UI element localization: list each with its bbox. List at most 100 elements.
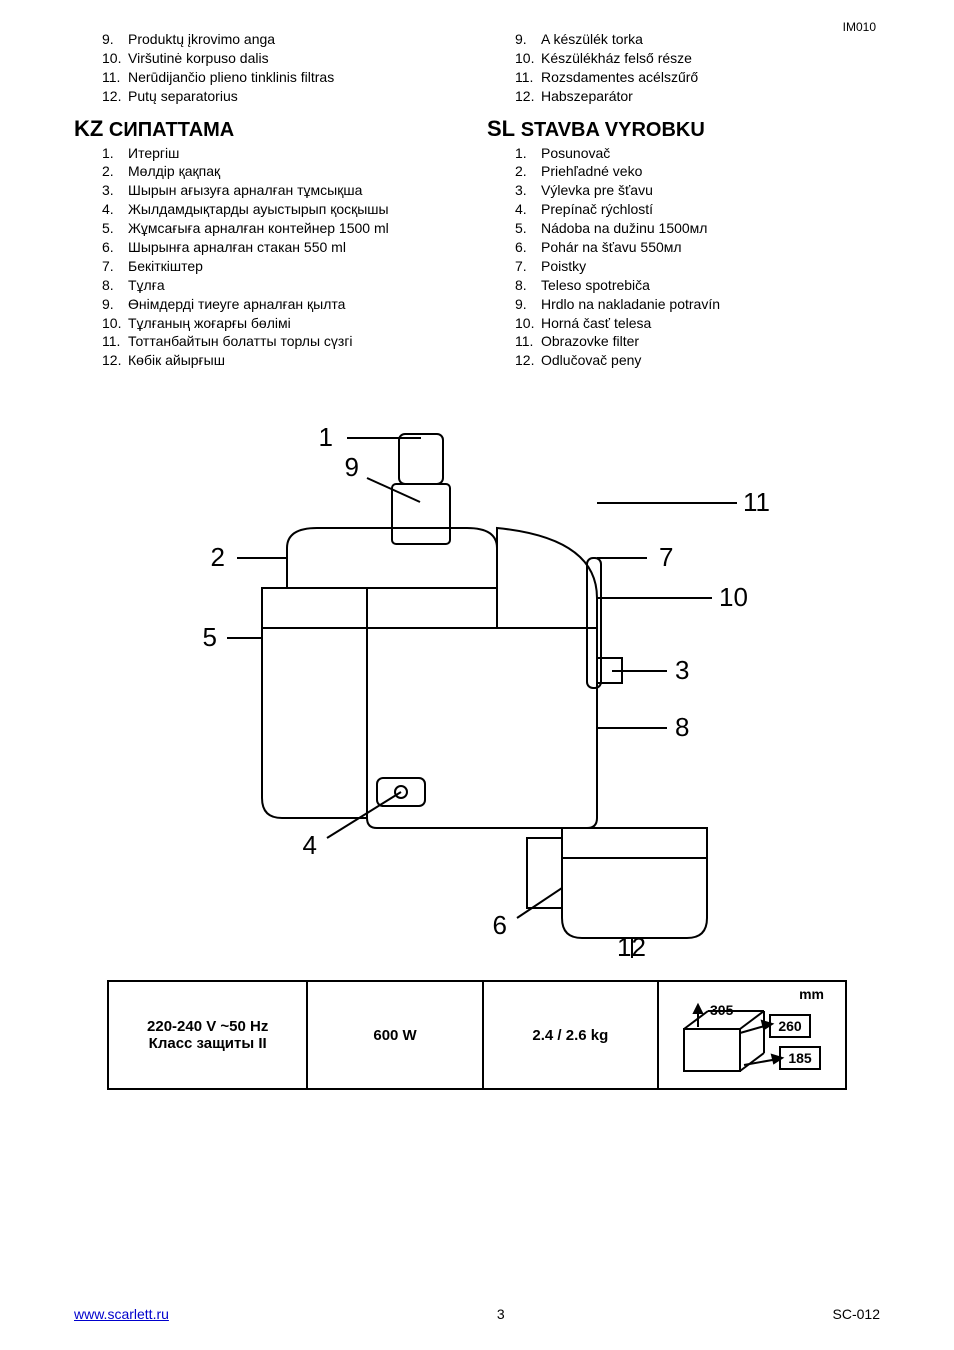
list-item: 3.Výlevka pre šťavu [515, 181, 880, 200]
item-num: 11. [515, 68, 541, 87]
two-column-layout: 9.Produktų įkrovimo anga 10.Viršutinė ko… [74, 30, 880, 370]
item-text: Produktų įkrovimo anga [128, 30, 275, 49]
right-cont-list: 9.A készülék torka 10.Készülékház felső … [487, 30, 880, 106]
item-text: Мөлдір қақпақ [128, 162, 220, 181]
list-item: 7.Бекіткіштер [102, 257, 467, 276]
kz-list: 1.Итергіш 2.Мөлдір қақпақ 3.Шырын ағызуғ… [74, 144, 467, 371]
item-text: Posunovač [541, 144, 610, 163]
item-text: Hrdlo na nakladanie potravín [541, 295, 720, 314]
item-num: 7. [102, 257, 128, 276]
callout-2: 2 [211, 542, 225, 572]
item-num: 5. [102, 219, 128, 238]
list-item: 10.Тұлғаның жоғарғы бөлімі [102, 314, 467, 333]
item-text: Rozsdamentes acélszűrő [541, 68, 698, 87]
list-item: 11.Nerūdijančio plieno tinklinis filtras [102, 68, 467, 87]
list-item: 4.Prepínač rýchlostí [515, 200, 880, 219]
list-item: 11.Тоттанбайтын болатты торлы сүзгі [102, 332, 467, 351]
spec-power: 600 W [307, 981, 482, 1089]
list-item: 5.Nádoba na dužinu 1500мл [515, 219, 880, 238]
item-num: 8. [515, 276, 541, 295]
callout-3: 3 [675, 655, 689, 685]
item-text: Жұмсағыға арналған контейнер 1500 ml [128, 219, 389, 238]
list-item: 12.Habszeparátor [515, 87, 880, 106]
list-item: 10.Horná časť telesa [515, 314, 880, 333]
item-text: Habszeparátor [541, 87, 633, 106]
spec-table: 220-240 V ~50 HzКласс защиты II 600 W 2.… [107, 980, 847, 1090]
sl-list: 1.Posunovač 2.Priehľadné veko 3.Výlevka … [487, 144, 880, 371]
callout-8: 8 [675, 712, 689, 742]
list-item: 6.Pohár na šťavu 550мл [515, 238, 880, 257]
section-title: STAVBA VYROBKU [521, 119, 705, 141]
item-num: 5. [515, 219, 541, 238]
item-num: 6. [515, 238, 541, 257]
dimensions-svg: mm 305 [664, 985, 840, 1081]
item-num: 1. [102, 144, 128, 163]
item-num: 12. [102, 87, 128, 106]
spec-weight: 2.4 / 2.6 kg [483, 981, 658, 1089]
callout-10: 10 [719, 582, 748, 612]
item-text: Nádoba na dužinu 1500мл [541, 219, 707, 238]
item-num: 3. [102, 181, 128, 200]
item-num: 11. [515, 332, 541, 351]
item-num: 10. [515, 314, 541, 333]
callout-5: 5 [203, 622, 217, 652]
page-footer: www.scarlett.ru 3 SC-012 [74, 1306, 880, 1322]
item-text: Obrazovke filter [541, 332, 639, 351]
item-text: Poistky [541, 257, 586, 276]
sl-heading: SL STAVBA VYROBKU [487, 116, 880, 142]
country-code: KZ [74, 116, 103, 141]
item-num: 2. [102, 162, 128, 181]
dim-d: 185 [788, 1050, 812, 1066]
item-num: 12. [515, 87, 541, 106]
dim-h: 305 [710, 1002, 734, 1018]
item-num: 9. [102, 295, 128, 314]
item-text: Odlučovač peny [541, 351, 641, 370]
item-text: Көбік айырғыш [128, 351, 225, 370]
item-text: Итергіш [128, 144, 179, 163]
item-num: 3. [515, 181, 541, 200]
item-text: Készülékház felső része [541, 49, 692, 68]
item-num: 9. [515, 30, 541, 49]
callout-1: 1 [319, 422, 333, 452]
item-num: 4. [102, 200, 128, 219]
item-num: 11. [102, 332, 128, 351]
item-num: 9. [515, 295, 541, 314]
dim-unit: mm [799, 986, 824, 1002]
item-text: Тоттанбайтын болатты торлы сүзгі [128, 332, 353, 351]
list-item: 11.Obrazovke filter [515, 332, 880, 351]
list-item: 9.Produktų įkrovimo anga [102, 30, 467, 49]
spec-dimensions: mm 305 [658, 981, 846, 1089]
list-item: 8.Тұлға [102, 276, 467, 295]
list-item: 9.Өнімдерді тиеуге арналған қылта [102, 295, 467, 314]
list-item: 3.Шырын ағызуға арналған тұмсықша [102, 181, 467, 200]
list-item: 12.Putų separatorius [102, 87, 467, 106]
list-item: 2.Priehľadné veko [515, 162, 880, 181]
list-item: 1.Posunovač [515, 144, 880, 163]
callout-11: 11 [743, 487, 770, 517]
item-num: 8. [102, 276, 128, 295]
left-column: 9.Produktų įkrovimo anga 10.Viršutinė ko… [74, 30, 467, 370]
footer-link[interactable]: www.scarlett.ru [74, 1306, 169, 1322]
item-text: Шырынға арналған стакан 550 ml [128, 238, 346, 257]
item-num: 1. [515, 144, 541, 163]
item-text: A készülék torka [541, 30, 643, 49]
item-num: 10. [102, 49, 128, 68]
country-code: SL [487, 116, 515, 141]
list-item: 12.Көбік айырғыш [102, 351, 467, 370]
item-num: 4. [515, 200, 541, 219]
item-text: Viršutinė korpuso dalis [128, 49, 269, 68]
header-code: IM010 [843, 20, 876, 34]
page-number: 3 [497, 1306, 505, 1322]
callout-9: 9 [345, 452, 359, 482]
item-num: 2. [515, 162, 541, 181]
item-text: Бекіткіштер [128, 257, 203, 276]
page-content: 9.Produktų įkrovimo anga 10.Viršutinė ko… [0, 0, 954, 1090]
item-text: Horná časť telesa [541, 314, 651, 333]
list-item: 9.A készülék torka [515, 30, 880, 49]
callout-12: 12 [617, 932, 646, 958]
juicer-svg: 1 9 2 5 4 7 10 11 3 8 6 12 [167, 398, 787, 958]
list-item: 5.Жұмсағыға арналған контейнер 1500 ml [102, 219, 467, 238]
section-title: СИПАТТАМА [109, 119, 234, 141]
list-item: 7.Poistky [515, 257, 880, 276]
item-text: Шырын ағызуға арналған тұмсықша [128, 181, 362, 200]
